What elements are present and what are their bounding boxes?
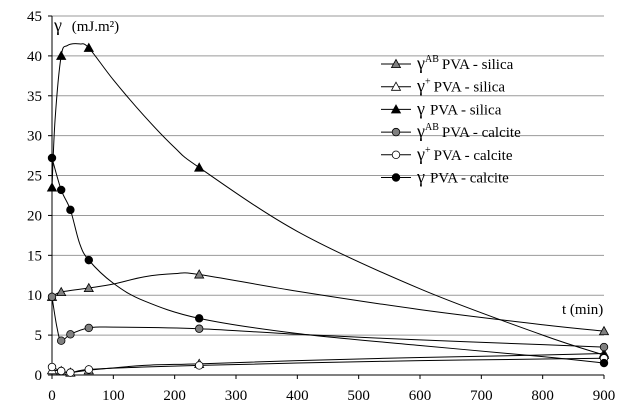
x-axis-label: t (min) (562, 302, 603, 318)
triangle-marker-g_silica (194, 162, 205, 172)
circle-marker-gplus_calcite (84, 365, 93, 374)
circle-marker-gab_calcite (57, 336, 66, 345)
y-tick-label: 35 (27, 89, 42, 105)
legend-marker-g_silica (390, 104, 402, 114)
y-axis-label-symbol: γ (53, 15, 62, 35)
circle-marker-gplus_calcite (66, 368, 75, 377)
legend-superscript: AB (425, 54, 439, 65)
x-tick-label: 600 (409, 388, 432, 404)
legend-text: PVA - silica (430, 102, 502, 118)
circle-marker-gab_calcite (194, 324, 204, 333)
circle-marker-g_calcite (84, 255, 93, 265)
circle-marker-gab_calcite (66, 330, 75, 339)
y-axis-label: γ (mJ.m²) (53, 15, 119, 35)
x-tick-label: 500 (347, 388, 370, 404)
legend-gamma: γ (416, 167, 425, 187)
y-tick-label: 30 (27, 129, 42, 145)
legend-marker-gplus_silica (390, 81, 402, 91)
legend-label-gplus_calcite: γ+ PVA - calcite (416, 144, 513, 164)
series-line-g_silica (51, 43, 605, 356)
series-line-g_calcite (51, 157, 605, 364)
circle-marker-g_calcite (599, 358, 609, 368)
x-tick-label: 800 (531, 388, 554, 404)
series-line-gplus_silica (51, 352, 605, 374)
legend-gamma: γ (416, 144, 425, 164)
triangle-marker-g_silica (83, 42, 94, 52)
legend-label-g_silica: γ PVA - silica (416, 98, 502, 118)
y-tick-label: 20 (27, 208, 42, 224)
series-lines (51, 43, 605, 374)
circle-marker-g_calcite (66, 205, 75, 215)
axes: 0 5 10 15 20 25 30 35 40 45 0 100 200 300 400 500 600 700… (27, 9, 615, 404)
triangle-marker-g_silica (56, 50, 67, 60)
y-tick-label: 15 (27, 248, 42, 264)
triangle-marker-gab_silica (598, 325, 610, 336)
legend-gamma: γ (416, 121, 425, 141)
x-tick-label: 700 (470, 388, 493, 404)
series-markers (46, 42, 610, 377)
legend-label-gab_silica: γAB PVA - silica (416, 53, 514, 73)
series-line-gplus_calcite (51, 357, 605, 374)
legend-superscript: + (425, 145, 431, 156)
x-tick-label: 200 (163, 388, 186, 404)
legend-gamma: γ (416, 98, 425, 118)
triangle-marker-gab_silica (194, 269, 205, 279)
y-tick-label: 40 (27, 49, 42, 65)
legend-text: PVA - calcite (430, 171, 509, 187)
series-line-gab_silica (51, 272, 605, 332)
y-tick-label: 0 (35, 368, 43, 384)
legend-marker-g_calcite (391, 173, 401, 182)
triangle-marker-gab_silica (56, 286, 67, 297)
triangle-marker-g_silica (46, 182, 58, 192)
circle-marker-gab_calcite (599, 342, 609, 352)
circle-marker-gplus_calcite (57, 366, 66, 376)
x-tick-label: 900 (593, 388, 616, 404)
circle-marker-gab_calcite (84, 323, 93, 333)
x-tick-label: 300 (225, 388, 248, 404)
legend-gamma: γ (416, 76, 425, 96)
legend-marker-gab_silica (390, 58, 402, 68)
circle-marker-g_calcite (47, 153, 57, 163)
y-tick-label: 45 (27, 9, 42, 25)
circle-marker-gplus_calcite (47, 362, 57, 372)
circle-marker-g_calcite (57, 185, 66, 195)
legend-label-gplus_silica: γ+ PVA - silica (416, 76, 505, 96)
legend-text: PVA - calcite (434, 148, 513, 164)
y-tick-label: 25 (27, 169, 42, 185)
legend-label-g_calcite: γ PVA - calcite (416, 167, 509, 187)
legend-marker-gplus_calcite (391, 150, 401, 159)
circle-marker-g_calcite (194, 314, 204, 323)
gridlines (52, 15, 604, 336)
legend-text: PVA - silica (442, 57, 514, 73)
legend-gamma: γ (416, 53, 425, 73)
legend-label-gab_calcite: γAB PVA - calcite (416, 121, 521, 141)
x-tick-label: 0 (48, 388, 56, 404)
circle-marker-gab_calcite (47, 292, 57, 302)
x-tick-label: 100 (102, 388, 125, 404)
legend-text: PVA - calcite (442, 125, 521, 141)
legend-superscript: AB (425, 122, 439, 133)
legend-text: PVA - silica (434, 80, 506, 96)
legend-superscript: + (425, 77, 431, 88)
triangle-marker-gab_silica (83, 282, 94, 293)
y-axis-label-unit: (mJ.m²) (72, 19, 119, 35)
legend-marker-gab_calcite (391, 127, 401, 137)
x-tick-label: 400 (286, 388, 309, 404)
y-tick-label: 5 (35, 328, 43, 344)
y-tick-label: 10 (27, 288, 42, 304)
circle-marker-gplus_calcite (194, 361, 204, 370)
